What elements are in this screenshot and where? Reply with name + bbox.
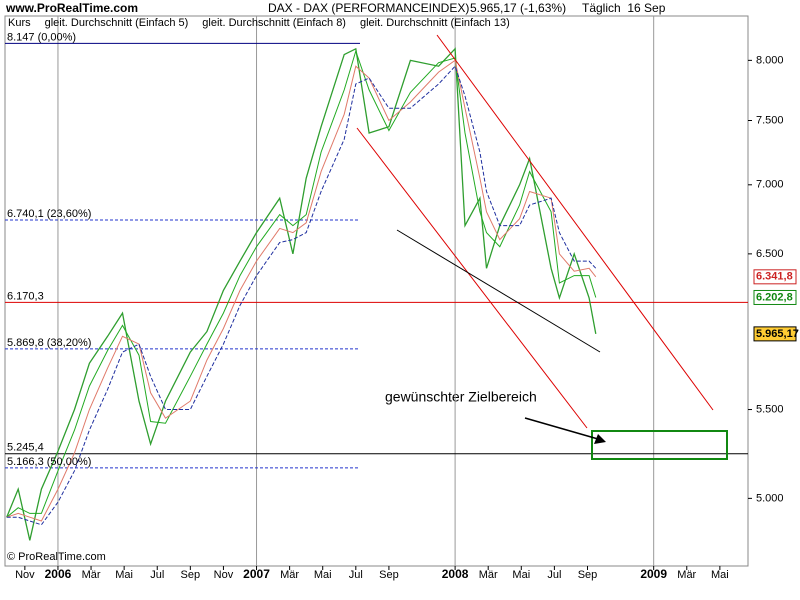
x-tick-label: Sep <box>379 569 399 581</box>
y-tick-label: 7.500 <box>756 114 784 126</box>
x-tick-label: Mai <box>115 569 133 581</box>
price-label-box <box>753 326 797 342</box>
x-tick-label: Jul <box>150 569 164 581</box>
plot-area <box>4 15 749 567</box>
trend-channel-upper <box>436 34 714 411</box>
price-label-box <box>753 289 797 305</box>
period: Täglich 16 Sep <box>582 1 666 15</box>
y-tick-label: 7.000 <box>756 179 784 191</box>
price-label: 5.965,17 <box>756 328 799 340</box>
y-tick-label: 8.000 <box>756 54 784 66</box>
copyright: © ProRealTime.com <box>7 551 106 563</box>
x-tick-label: Mär <box>677 569 696 581</box>
x-tick-label: Nov <box>214 569 234 581</box>
x-tick-label: Mär <box>479 569 498 581</box>
price-label: 6.202,8 <box>756 291 793 303</box>
series-line <box>6 49 597 518</box>
x-tick-label: Mär <box>280 569 299 581</box>
x-tick-label: Sep <box>181 569 201 581</box>
x-tick-label: 2007 <box>243 567 270 581</box>
level-label: 5.869,8 (38,20%) <box>7 337 91 349</box>
x-tick-label: Mär <box>82 569 101 581</box>
last-quote: 5.965,17 (-1,63%) <box>470 1 566 15</box>
y-tick-label: 6.500 <box>756 248 784 260</box>
y-tick-label: 5.000 <box>756 492 784 504</box>
x-tick-label: 2006 <box>45 567 72 581</box>
x-tick-label: 2008 <box>442 567 469 581</box>
price-label-box <box>753 269 797 285</box>
x-tick-label: Mai <box>314 569 332 581</box>
annotation: gewünschter Zielbereich <box>385 389 537 405</box>
legend-entry: gleit. Durchschnitt (Einfach 5) <box>45 17 189 29</box>
level-label: 8.147 (0,00%) <box>7 31 76 43</box>
source: www.ProRealTime.com <box>5 1 138 15</box>
arrow <box>524 417 599 440</box>
level-label: 6.740,1 (23,60%) <box>7 208 91 220</box>
level-label: 5.245,4 <box>7 442 44 454</box>
x-tick-label: Nov <box>15 569 35 581</box>
level-label: 5.166,3 (50,00%) <box>7 456 91 468</box>
chart-title: DAX - DAX (PERFORMANCEINDEX) <box>268 1 469 15</box>
trend-channel-lower <box>356 127 588 429</box>
series-line <box>6 47 597 541</box>
x-tick-label: 2009 <box>640 567 667 581</box>
price-label: 6.341,8 <box>756 271 793 283</box>
data-layer <box>5 16 752 570</box>
drawings <box>356 34 728 460</box>
series-line <box>6 65 597 526</box>
legend-entry: gleit. Durchschnitt (Einfach 13) <box>360 17 510 29</box>
level-label: 6.170,3 <box>7 290 44 302</box>
x-tick-label: Mai <box>512 569 530 581</box>
x-tick-label: Mai <box>711 569 729 581</box>
target-zone <box>591 430 728 460</box>
legend-entry: gleit. Durchschnitt (Einfach 8) <box>202 17 346 29</box>
x-tick-label: Jul <box>349 569 363 581</box>
x-tick-label: Sep <box>578 569 598 581</box>
legend-entry: Kurs <box>8 17 31 29</box>
x-tick-label: Jul <box>547 569 561 581</box>
trend-line <box>396 229 601 353</box>
y-tick-label: 5.500 <box>756 403 784 415</box>
arrow-head <box>594 434 606 444</box>
